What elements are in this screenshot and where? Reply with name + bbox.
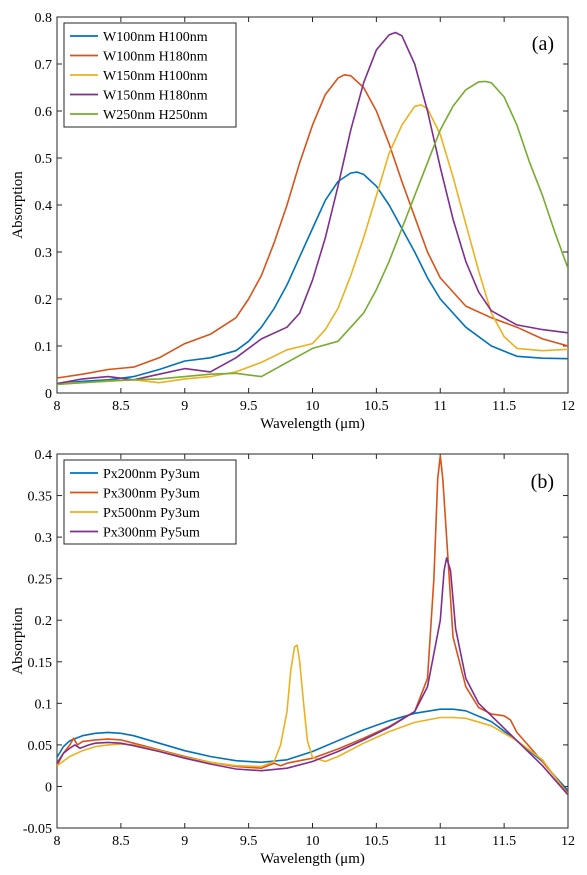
x-tick-label: 9 — [181, 399, 188, 414]
series-line-2 — [57, 454, 568, 794]
y-tick-label: 0 — [45, 780, 52, 795]
legend-entry-label: W150nm H100nm — [103, 69, 208, 84]
x-tick-label: 10 — [306, 834, 320, 849]
y-tick-label: 0.3 — [35, 246, 53, 261]
chart-panel-b: 8 8.5 9 9.5 10 10.5 11 11.5 12 -0.05 0 0.05 0.1 0.15 0… — [10, 448, 575, 867]
y-tick-label: 0.25 — [28, 573, 53, 588]
y-tick-label: 0.4 — [35, 448, 53, 463]
x-tick-label: 9.5 — [240, 399, 258, 414]
x-tick-label: 12 — [561, 399, 575, 414]
x-axis-label: Wavelength (μm) — [260, 851, 365, 867]
x-tick-label: 8 — [54, 834, 61, 849]
x-tick-label: 10.5 — [364, 834, 389, 849]
series-line-5 — [57, 80, 568, 386]
panel-label: (b) — [531, 471, 554, 493]
x-tick-label: 9.5 — [240, 834, 258, 849]
y-tick-label: 0.05 — [28, 739, 53, 754]
y-tick-label: 0 — [45, 387, 52, 402]
y-tick-label: 0.3 — [35, 531, 53, 546]
legend-entry-label: W150nm H180nm — [103, 89, 208, 104]
series-line-1 — [57, 171, 568, 385]
y-tick-label: 0.1 — [35, 340, 53, 355]
y-axis-label: Absorption — [10, 607, 26, 675]
x-tick-label: 10.5 — [364, 399, 389, 414]
series-line-3 — [57, 644, 568, 796]
x-tick-label: 8 — [54, 399, 61, 414]
y-tick-label: 0.2 — [35, 293, 53, 308]
series-line-1 — [57, 708, 568, 792]
y-tick-label: 0.8 — [35, 11, 53, 26]
legend-entry-label: W250nm H250nm — [103, 108, 208, 123]
x-tick-label: 12 — [561, 834, 575, 849]
legend-entry-label: Px300nm Py5um — [103, 526, 200, 541]
legend-entry-label: W100nm H100nm — [103, 30, 208, 45]
y-tick-label: -0.05 — [23, 822, 52, 837]
series-line-2 — [57, 74, 568, 379]
y-tick-label: 0.35 — [28, 490, 53, 505]
chart-panel-a: 8 8.5 9 9.5 10 10.5 11 11.5 12 0 0.1 0.2 0.3 0.4 0.5 0.… — [10, 11, 575, 432]
y-tick-label: 0.5 — [35, 152, 53, 167]
x-tick-label: 11.5 — [492, 834, 516, 849]
legend-entry-label: Px200nm Py3um — [103, 467, 200, 482]
y-tick-label: 0.15 — [28, 656, 53, 671]
series-line-4 — [57, 31, 568, 385]
x-tick-label: 11 — [434, 834, 447, 849]
x-tick-label: 11.5 — [492, 399, 516, 414]
y-tick-label: 0.2 — [35, 614, 53, 629]
x-tick-label: 8.5 — [112, 399, 130, 414]
x-tick-label: 9 — [181, 834, 188, 849]
y-tick-label: 0.4 — [35, 199, 53, 214]
panel-label: (a) — [532, 33, 554, 55]
y-axis-label: Absorption — [10, 171, 26, 239]
series-line-3 — [57, 104, 568, 385]
x-axis-label: Wavelength (μm) — [260, 416, 365, 432]
series-line-4 — [57, 557, 568, 796]
x-tick-label: 8.5 — [112, 834, 130, 849]
legend-entry-label: Px500nm Py3um — [103, 506, 200, 521]
legend-box — [63, 459, 237, 545]
x-tick-label: 10 — [306, 399, 320, 414]
y-tick-label: 0.7 — [35, 58, 53, 73]
x-tick-label: 11 — [434, 399, 447, 414]
y-tick-label: 0.1 — [35, 697, 53, 712]
legend-entry-label: Px300nm Py3um — [103, 487, 200, 502]
y-tick-label: 0.6 — [35, 105, 53, 120]
legend-entry-label: W100nm H180nm — [103, 50, 208, 65]
